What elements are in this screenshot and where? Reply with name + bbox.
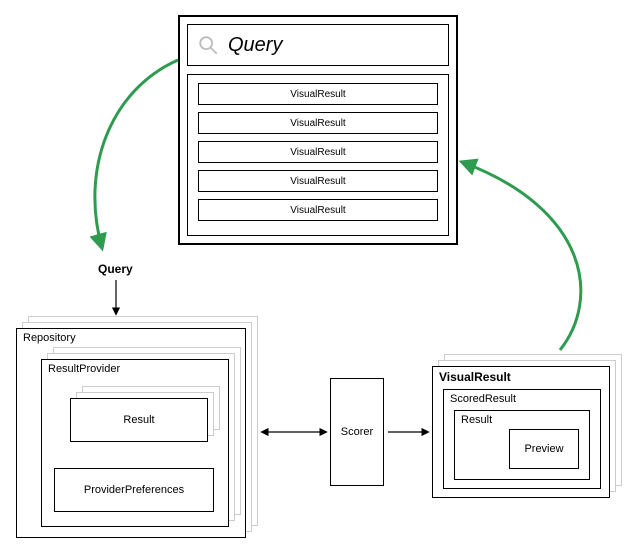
result-box-2: Result Preview (454, 410, 590, 480)
edge-query-label: Query (98, 262, 133, 276)
result-label: Result (123, 414, 154, 426)
flow-arrow-vr-to-query (462, 162, 581, 350)
search-icon (188, 34, 228, 56)
flow-arrow-query-to-repo (95, 60, 178, 248)
visual-result-panel: VisualResult ScoredResult Result Preview (432, 366, 610, 498)
repository-label: Repository (23, 332, 76, 344)
query-title: Query (228, 34, 282, 57)
list-item: VisualResult (198, 83, 438, 105)
scorer-label: Scorer (341, 426, 373, 438)
result-label-2: Result (461, 414, 492, 426)
list-item: VisualResult (198, 112, 438, 134)
list-item: VisualResult (198, 170, 438, 192)
query-results-list: VisualResult VisualResult VisualResult V… (187, 74, 449, 236)
scorer-box: Scorer (330, 378, 384, 486)
scored-result-label: ScoredResult (450, 393, 516, 405)
provider-preferences-label: ProviderPreferences (84, 484, 184, 496)
preview-label: Preview (524, 443, 563, 455)
query-panel: Query VisualResult VisualResult VisualRe… (178, 15, 458, 245)
diagram-canvas: Query VisualResult VisualResult VisualRe… (0, 0, 631, 553)
scored-result-box: ScoredResult Result Preview (443, 389, 601, 489)
query-header: Query (187, 24, 449, 66)
list-item: VisualResult (198, 199, 438, 221)
result-provider-label: ResultProvider (48, 363, 120, 375)
list-item: VisualResult (198, 141, 438, 163)
visual-result-label: VisualResult (439, 370, 511, 384)
result-box: Result (70, 398, 208, 442)
result-provider-panel: ResultProvider Result ProviderPreference… (41, 359, 229, 527)
preview-box: Preview (509, 429, 579, 469)
provider-preferences-box: ProviderPreferences (54, 468, 214, 512)
repository-panel: Repository ResultProvider Result Provide… (16, 328, 246, 538)
